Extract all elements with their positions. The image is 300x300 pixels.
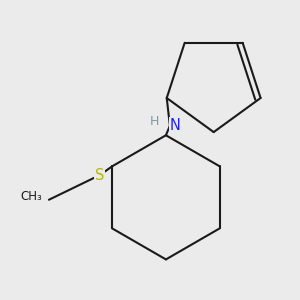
Text: CH₃: CH₃ [21,190,43,203]
Text: S: S [95,168,105,183]
Text: N: N [169,118,180,133]
Text: H: H [149,115,159,128]
